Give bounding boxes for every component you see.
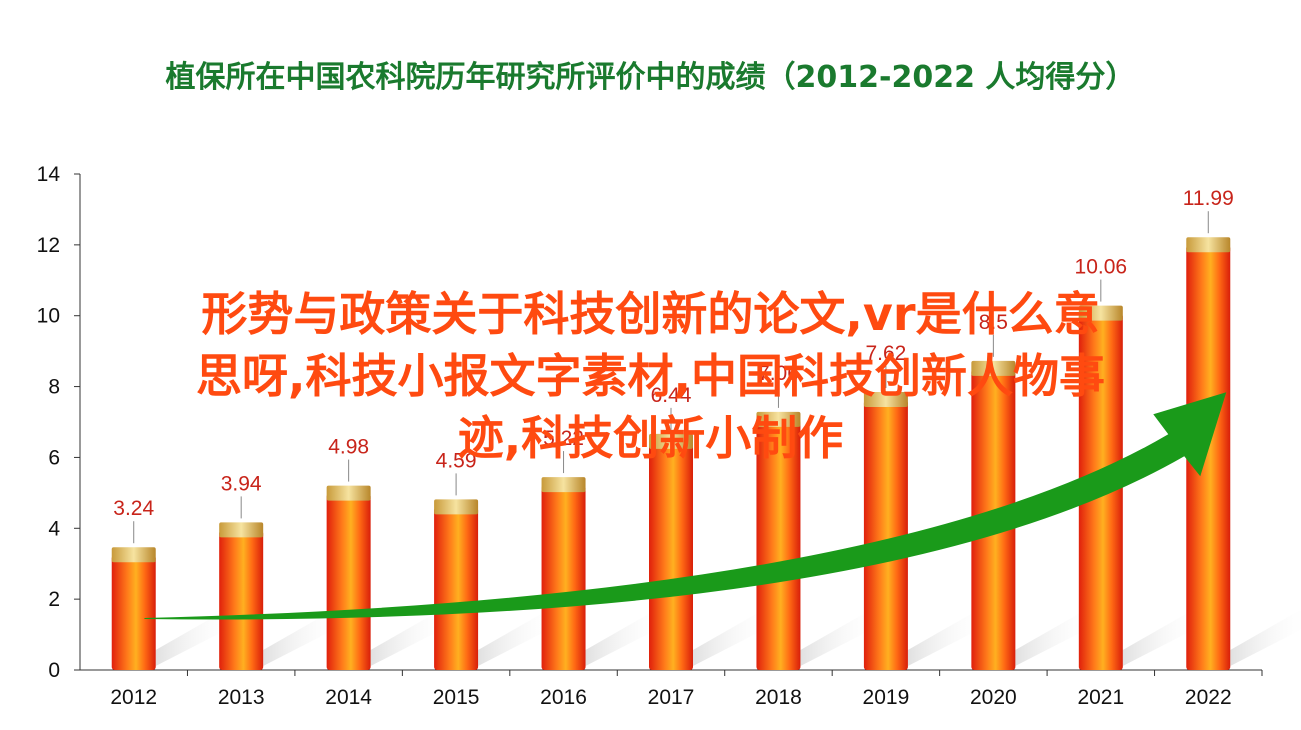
x-tick-label: 2020 (970, 686, 1017, 709)
bar-shadow (155, 610, 236, 666)
bar-cap (111, 547, 156, 563)
bar-cap (1078, 305, 1123, 321)
bar (863, 400, 908, 670)
x-tick-label: 2014 (325, 686, 372, 709)
chart-title: 植保所在中国农科院历年研究所评价中的成绩（2012-2022 人均得分） (165, 60, 1136, 95)
x-tick-label: 2013 (218, 686, 265, 709)
bar-cap (541, 477, 586, 493)
bar-shadow (907, 610, 988, 666)
bar-shadow (1122, 610, 1203, 666)
x-tick-label: 2022 (1185, 686, 1232, 709)
bar-shadow (478, 610, 559, 666)
bar (1186, 245, 1231, 670)
bar-shadow (263, 610, 344, 666)
x-tick-label: 2016 (540, 686, 587, 709)
x-tick-label: 2019 (863, 686, 910, 709)
bar (541, 485, 586, 670)
y-tick-label: 8 (48, 376, 60, 399)
bar-shadow (693, 610, 773, 666)
bar-shadow (1015, 610, 1096, 666)
data-label: 10.06 (1075, 256, 1128, 279)
x-tick-label: 2012 (110, 686, 157, 709)
bar-cap (219, 522, 264, 538)
y-tick-label: 10 (37, 305, 60, 328)
data-label: 4.59 (436, 449, 477, 472)
data-label: 11.99 (1183, 187, 1234, 210)
y-tick-label: 12 (37, 234, 60, 257)
data-label: 8.5 (979, 311, 1008, 334)
data-label: 7.62 (865, 342, 906, 365)
bar-cap (971, 360, 1016, 376)
y-tick-label: 6 (48, 446, 60, 469)
y-tick-label: 2 (48, 588, 60, 611)
bar-cap (756, 411, 801, 427)
data-label: 4.98 (328, 436, 369, 459)
bar (219, 530, 264, 670)
x-tick-label: 2021 (1077, 686, 1124, 709)
bar (649, 441, 693, 670)
data-label: 3.24 (113, 497, 154, 520)
x-tick-label: 2017 (648, 686, 695, 709)
bar-cap (1186, 237, 1231, 253)
bar-cap (649, 433, 693, 449)
data-label: 6.44 (651, 384, 692, 407)
x-tick-label: 2018 (755, 686, 802, 709)
y-tick-label: 0 (48, 659, 60, 682)
bar-shadow (1230, 610, 1301, 666)
bar-shadow (800, 610, 881, 666)
bar (111, 555, 156, 670)
bar-cap (434, 499, 479, 515)
bar-cap (326, 485, 371, 501)
y-tick-label: 4 (48, 517, 60, 540)
x-tick-label: 2015 (433, 686, 480, 709)
trend-arrow (144, 392, 1227, 620)
bar (326, 493, 371, 670)
bar (434, 507, 479, 670)
data-label: 5.22 (543, 427, 584, 450)
bar-shadow (370, 610, 451, 666)
bar-cap (863, 392, 908, 408)
bar-shadow (585, 610, 666, 666)
data-label: 7.06 (758, 362, 799, 385)
y-tick-label: 14 (37, 163, 61, 186)
bar (756, 419, 801, 670)
data-label: 3.94 (221, 472, 262, 495)
